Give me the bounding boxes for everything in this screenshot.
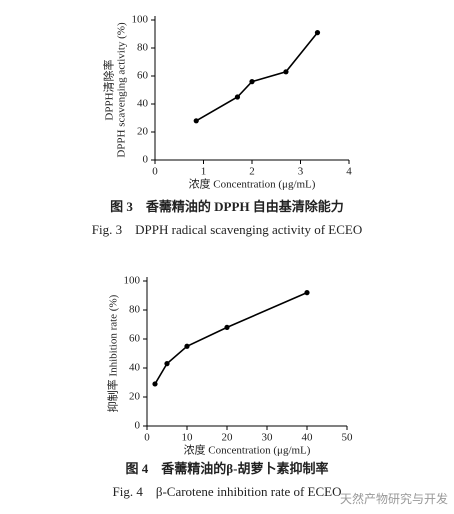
x-tick-label: 3 [298,166,304,178]
y-tick-label: 100 [124,275,141,287]
data-line [154,291,308,385]
x-tick-label: 10 [182,432,194,444]
data-point [224,324,230,330]
data-line [195,32,319,122]
y-tick-label: 20 [137,126,149,138]
y-tick-label: 40 [137,98,149,110]
y-tick-label: 60 [137,70,149,82]
data-point [193,118,199,124]
x-axis-label: 浓度 Concentration (μg/mL) [184,443,311,457]
x-axis-label: 浓度 Concentration (μg/mL) [189,177,316,191]
x-tick-label: 40 [302,432,314,444]
y-axis-label: DPPH scavenging activity (%) [116,22,128,158]
y-axis-label: 抑制率 Inhibition rate (%) [106,294,120,412]
y-tick-label: 80 [129,304,141,316]
y-tick-label: 100 [132,14,149,26]
y-tick-label: 0 [135,420,141,432]
data-point [234,94,241,100]
y-axis-label: DPPH清除率 [102,59,116,120]
x-tick-label: 0 [144,432,150,444]
data-point [314,29,321,36]
x-tick-label: 30 [262,432,274,444]
x-tick-label: 2 [249,166,255,178]
data-point [283,69,289,75]
x-tick-label: 20 [222,432,234,444]
x-tick-label: 50 [342,432,354,444]
x-tick-label: 0 [152,166,158,178]
x-tick-label: 1 [201,166,207,178]
caption-cn: 图 4 香薷精油的β-胡萝卜素抑制率 [126,461,329,476]
x-tick-label: 4 [346,166,352,178]
y-tick-label: 20 [129,391,141,403]
watermark: 天然产物研究与开发 [340,491,448,506]
y-tick-label: 80 [137,42,149,54]
data-point [184,343,190,349]
caption-cn: 图 3 香薷精油的 DPPH 自由基清除能力 [110,199,344,214]
y-tick-label: 60 [129,333,141,345]
data-point [164,361,170,367]
y-tick-label: 40 [129,362,141,374]
caption-en: Fig. 4 β-Carotene inhibition rate of ECE… [112,484,341,499]
data-point [249,79,255,85]
data-point [152,381,158,387]
y-tick-label: 0 [143,154,149,166]
data-point [304,290,310,296]
caption-en: Fig. 3 DPPH radical scavenging activity … [92,222,362,237]
